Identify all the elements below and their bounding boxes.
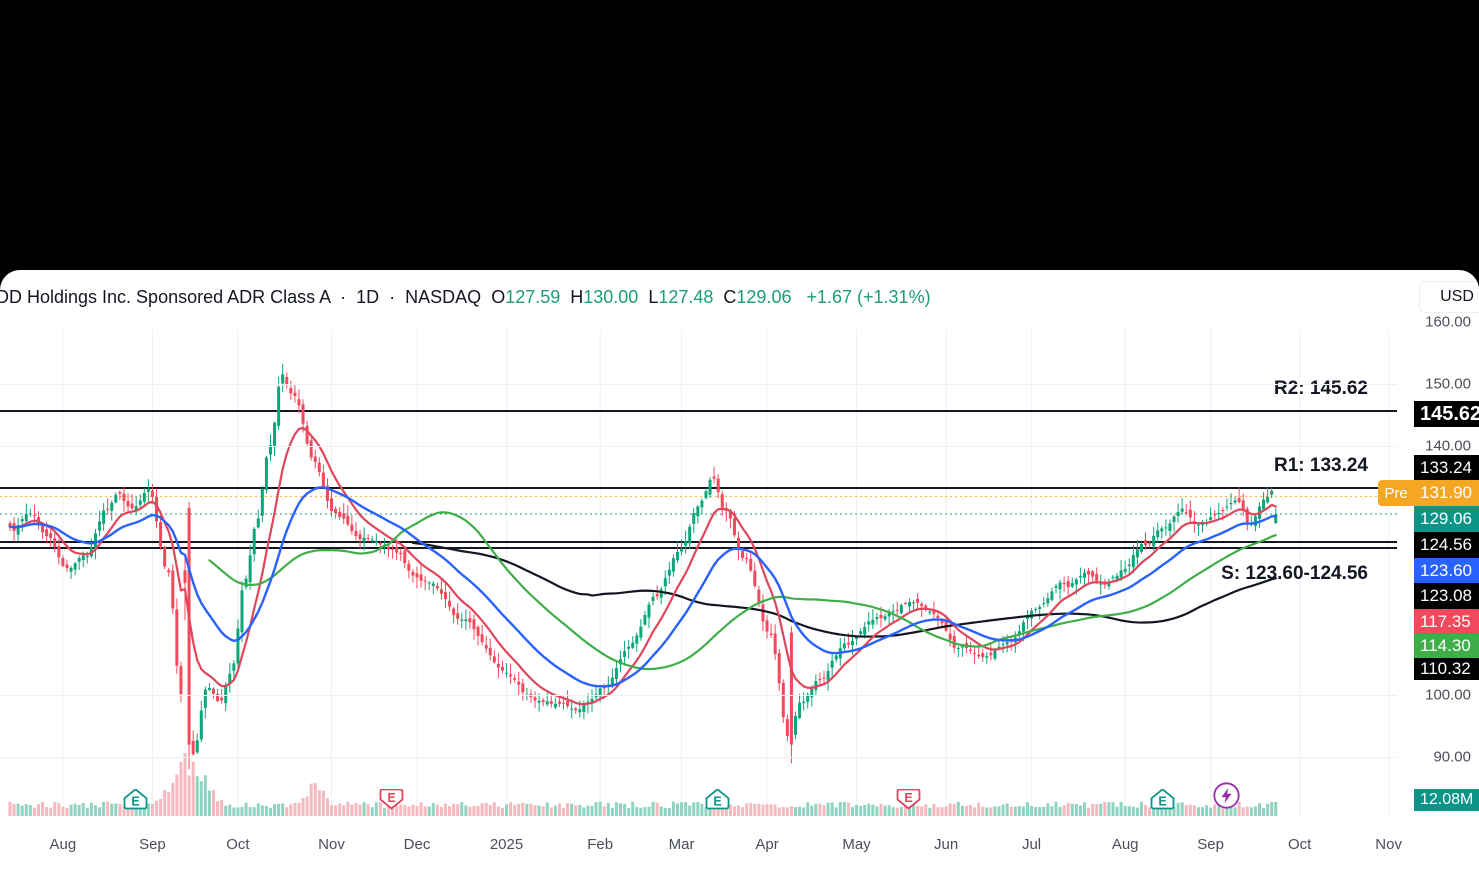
svg-text:E: E xyxy=(387,791,395,805)
svg-text:E: E xyxy=(1158,794,1166,808)
svg-text:E: E xyxy=(713,794,721,808)
svg-text:E: E xyxy=(131,794,139,808)
svg-text:E: E xyxy=(904,791,912,805)
